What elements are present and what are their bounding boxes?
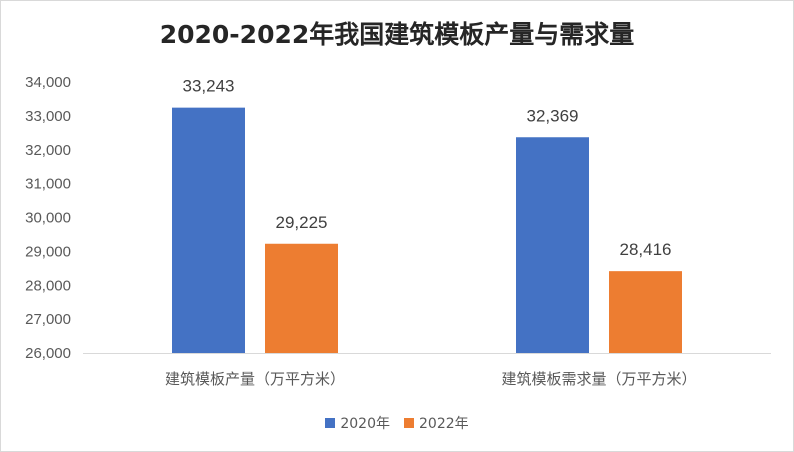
y-tick-label: 31,000 xyxy=(25,176,71,193)
y-tick-label: 26,000 xyxy=(25,345,71,362)
data-label: 32,369 xyxy=(527,106,579,125)
y-tick-label: 28,000 xyxy=(25,277,71,294)
legend-swatch-2020 xyxy=(325,418,336,428)
bar xyxy=(172,107,245,353)
y-tick-label: 34,000 xyxy=(25,74,71,91)
legend: 2020年 2022年 xyxy=(1,413,793,433)
chart-title: 2020-2022年我国建筑模板产量与需求量 xyxy=(159,20,635,49)
legend-label-2020: 2020年 xyxy=(340,416,390,432)
legend-label-2022: 2022年 xyxy=(419,416,469,432)
y-tick-label: 32,000 xyxy=(25,142,71,159)
y-tick-label: 30,000 xyxy=(25,210,71,227)
bar xyxy=(516,137,589,353)
data-label: 29,225 xyxy=(276,213,328,232)
x-category-label: 建筑模板产量（万平方米） xyxy=(165,370,345,388)
y-tick-label: 27,000 xyxy=(25,311,71,328)
legend-item-2020: 2020年 xyxy=(325,413,390,433)
data-label: 28,416 xyxy=(620,240,672,259)
legend-swatch-2022 xyxy=(404,418,414,428)
y-tick-label: 29,000 xyxy=(25,243,71,260)
data-label: 33,243 xyxy=(183,77,235,96)
bar xyxy=(609,271,682,353)
y-tick-label: 33,000 xyxy=(25,108,71,125)
legend-item-2022: 2022年 xyxy=(404,413,469,433)
x-category-label: 建筑模板需求量（万平方米） xyxy=(501,370,696,388)
bar xyxy=(265,243,338,353)
